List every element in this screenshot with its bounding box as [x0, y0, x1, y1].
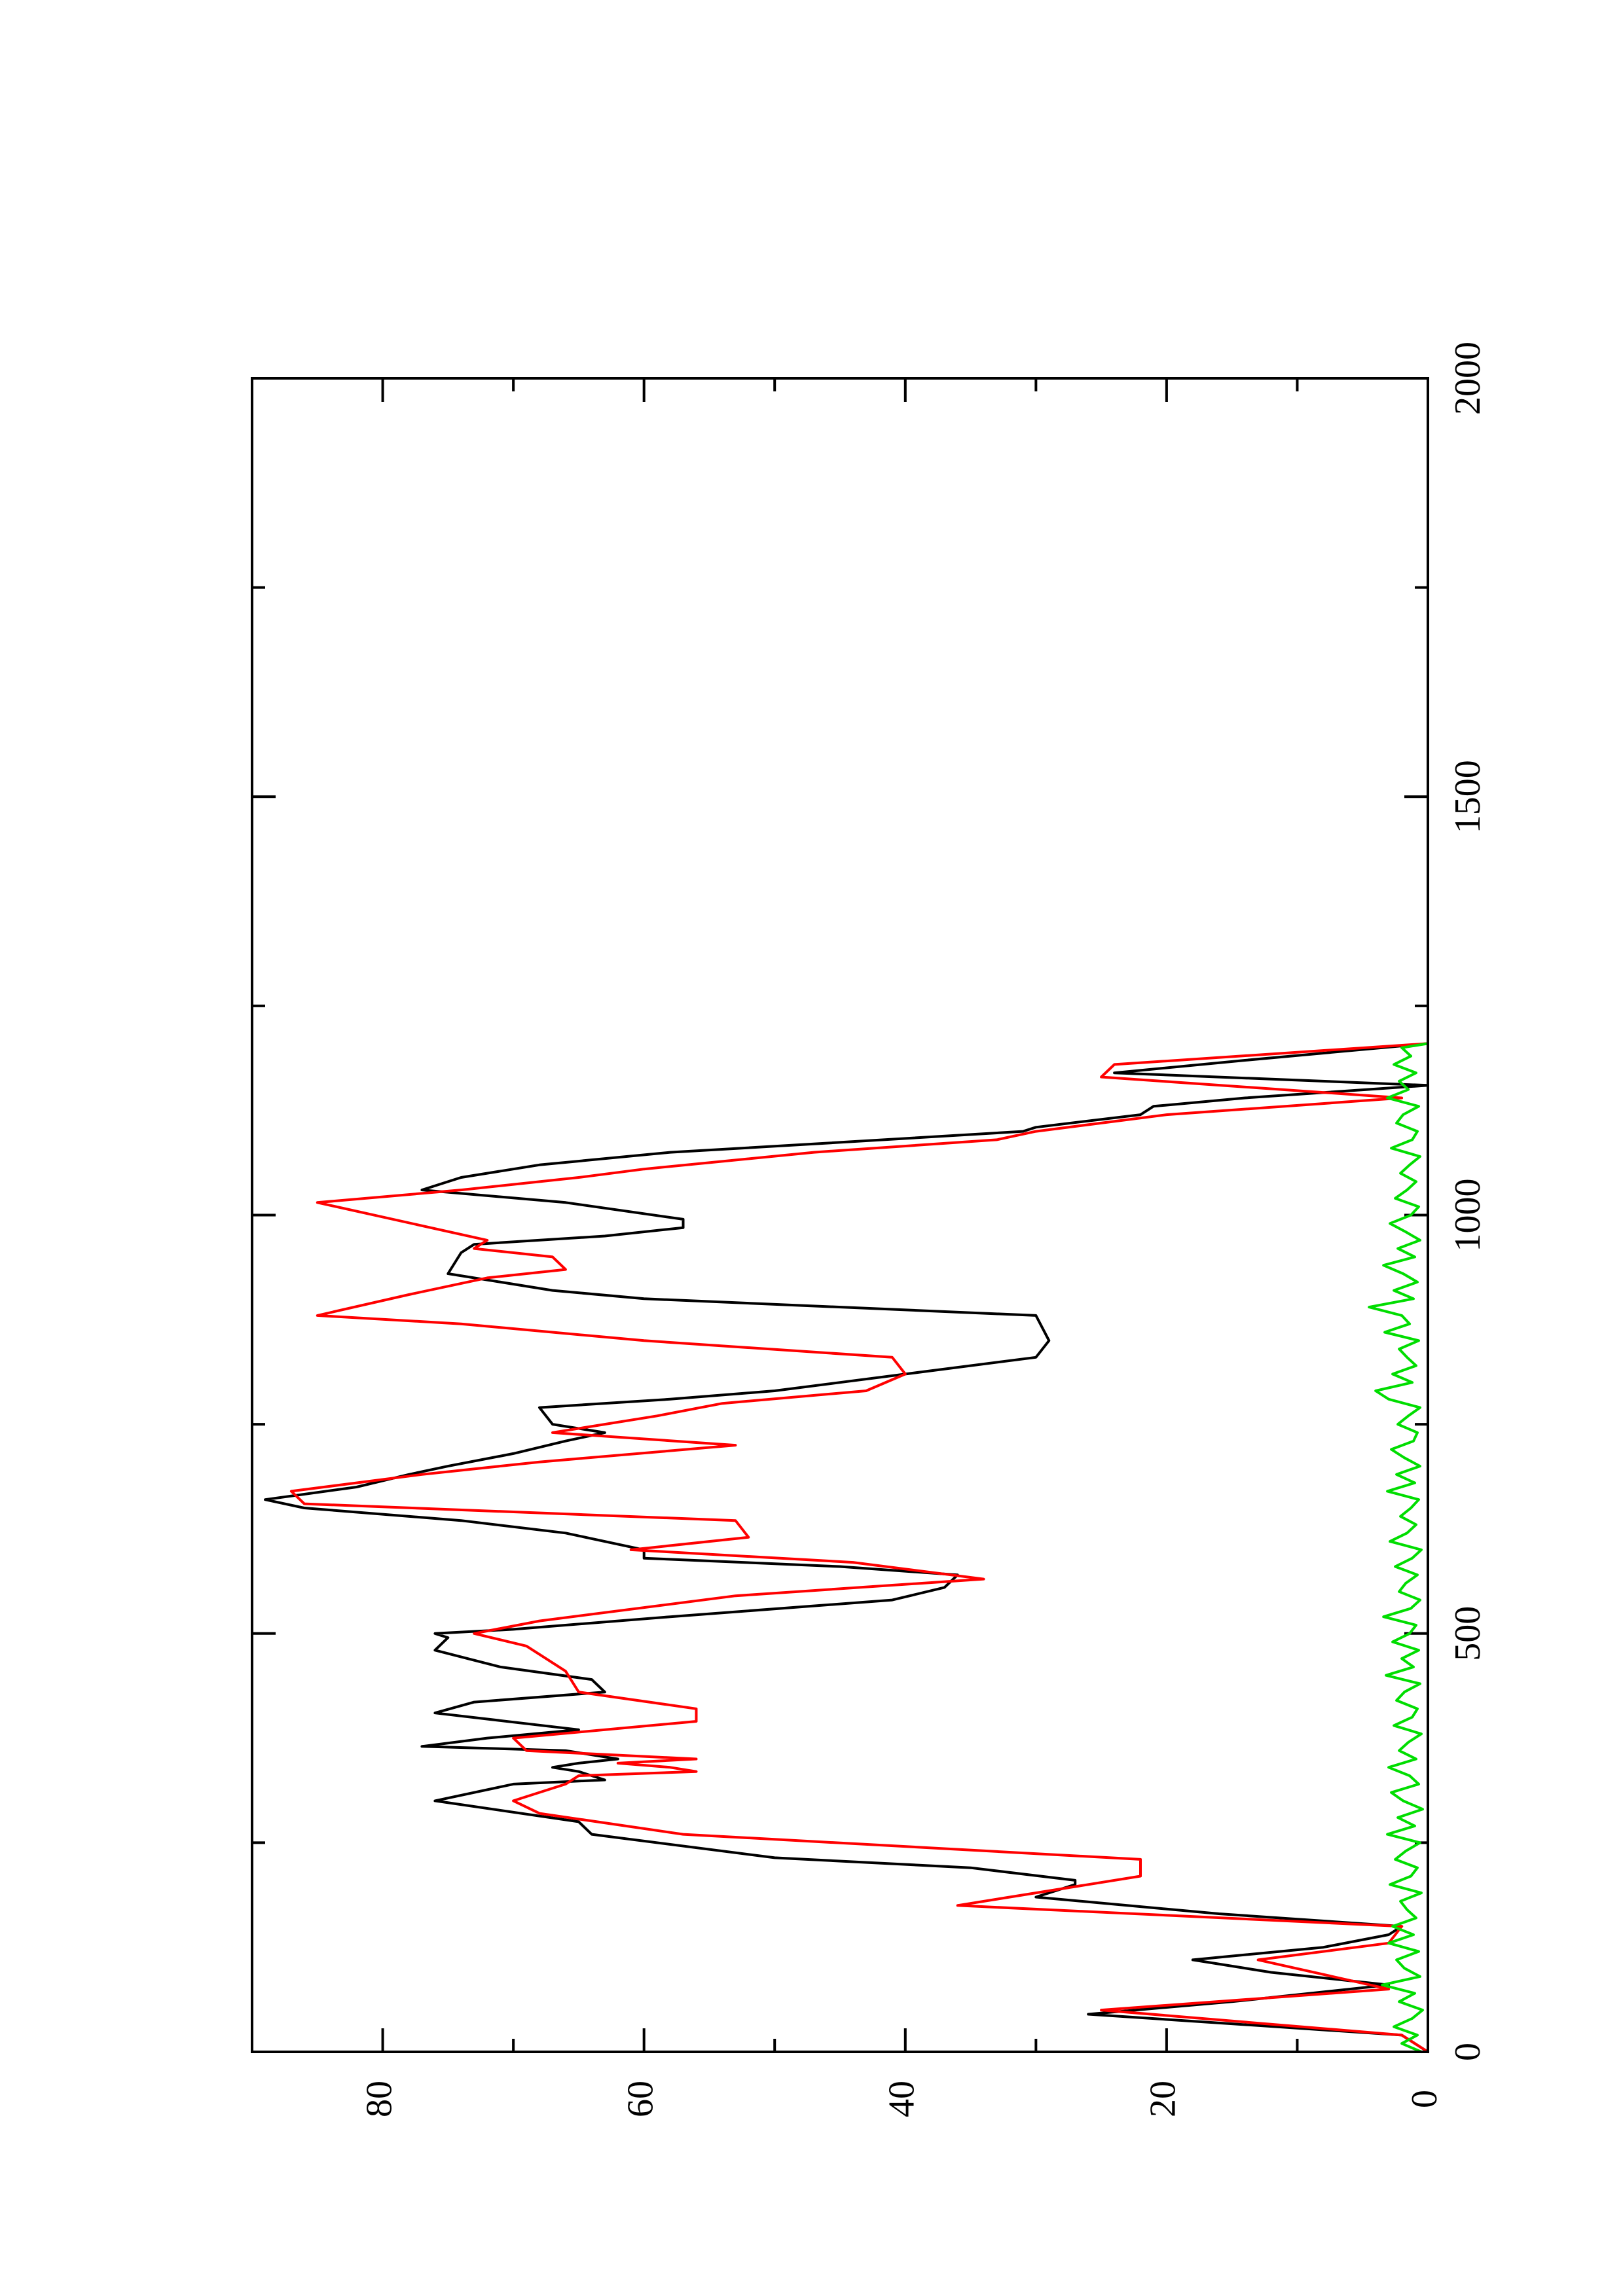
major-ticks	[252, 377, 1429, 2053]
series-layer	[264, 1042, 1429, 2053]
tick-labels: 0 500 1000 1500 2000 0 20 40 60 80	[359, 342, 1487, 2117]
x-tick-label: 1000	[1448, 1179, 1488, 1252]
minor-ticks	[252, 378, 1428, 2052]
y-tick-label: 40	[882, 2081, 922, 2117]
x-tick-label: 2000	[1448, 342, 1488, 415]
series-red-line	[289, 1042, 1429, 2053]
x-tick-label: 500	[1448, 1606, 1488, 1661]
series-green-line	[1368, 1042, 1429, 2053]
x-tick-label: 0	[1448, 2043, 1488, 2061]
y-tick-label: 60	[621, 2081, 661, 2117]
series-black-line	[264, 1042, 1429, 2053]
y-tick-label: 20	[1143, 2081, 1184, 2117]
plot-frame	[251, 377, 1429, 2053]
y-tick-label: 80	[359, 2081, 399, 2117]
x-tick-label: 1500	[1448, 760, 1488, 833]
y-tick-label: 0	[1404, 2090, 1445, 2108]
